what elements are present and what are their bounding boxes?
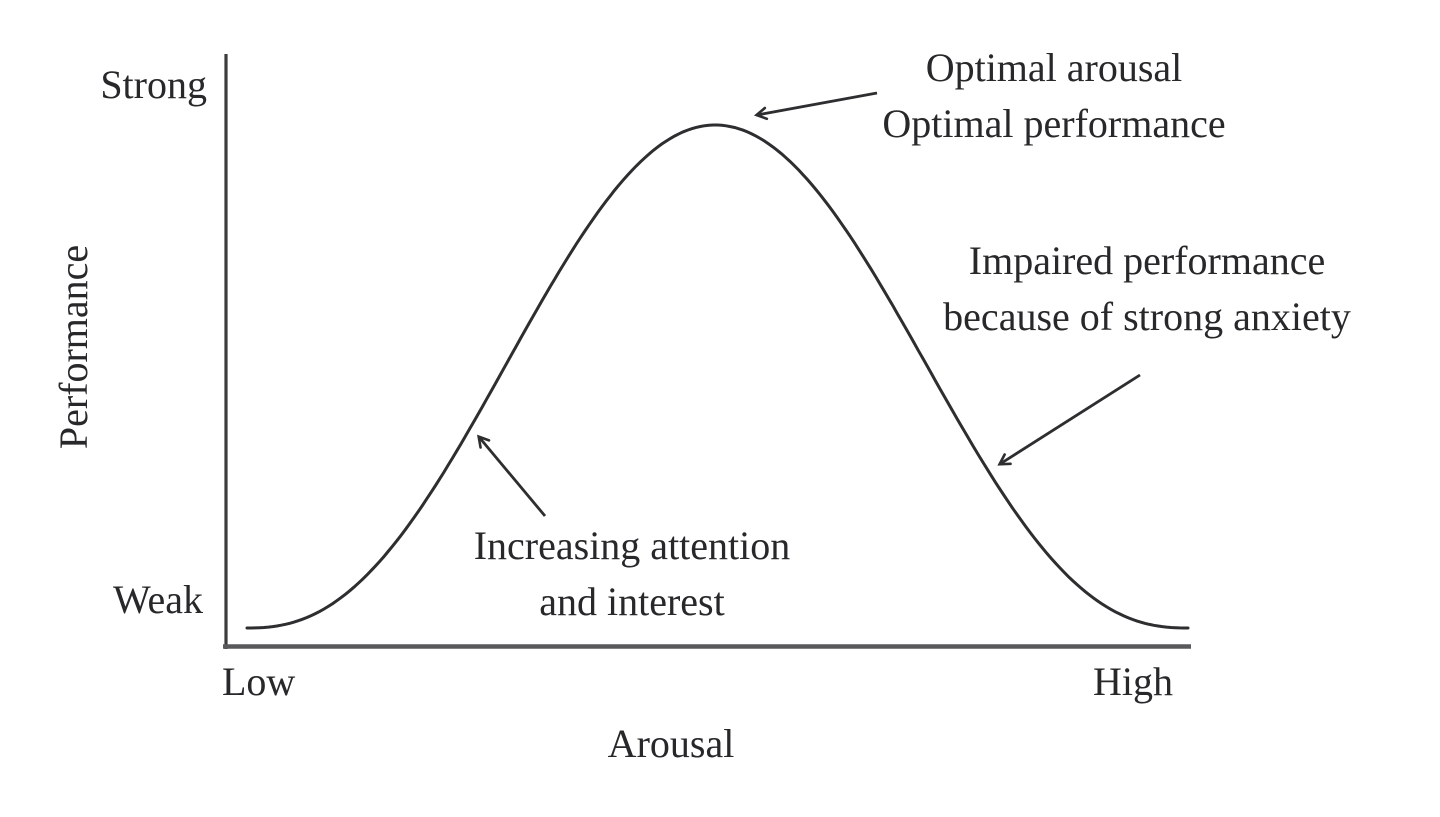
y-axis-tick-weak: Weak [112, 577, 203, 622]
annotation-arrows [477, 91, 1141, 517]
annotation-increasing: Increasing attention and interest [474, 518, 791, 630]
performance-curve [245, 123, 1190, 630]
annotation-optimal: Optimal arousal Optimal performance [882, 40, 1225, 152]
annotation-impaired-line1: Impaired performance [968, 238, 1326, 283]
annotation-impaired-line2: because of strong anxiety [943, 294, 1351, 339]
annotation-arrow-impaired [997, 373, 1141, 466]
annotation-optimal-line2: Optimal performance [882, 101, 1226, 146]
annotation-increasing-line2: and interest [539, 579, 725, 624]
annotation-arrow-increasing [477, 434, 547, 517]
x-axis-tick-high: High [1093, 659, 1173, 704]
y-axis-tick-strong: Strong [100, 62, 207, 107]
y-axis-title: Performance [51, 244, 96, 450]
x-axis-title: Arousal [607, 721, 735, 766]
x-axis-tick-low: Low [222, 659, 296, 704]
annotation-optimal-line1: Optimal arousal [925, 45, 1183, 90]
annotation-arrow-optimal [753, 91, 878, 121]
annotation-impaired: Impaired performance because of strong a… [943, 233, 1351, 345]
annotation-increasing-line1: Increasing attention [473, 523, 791, 568]
